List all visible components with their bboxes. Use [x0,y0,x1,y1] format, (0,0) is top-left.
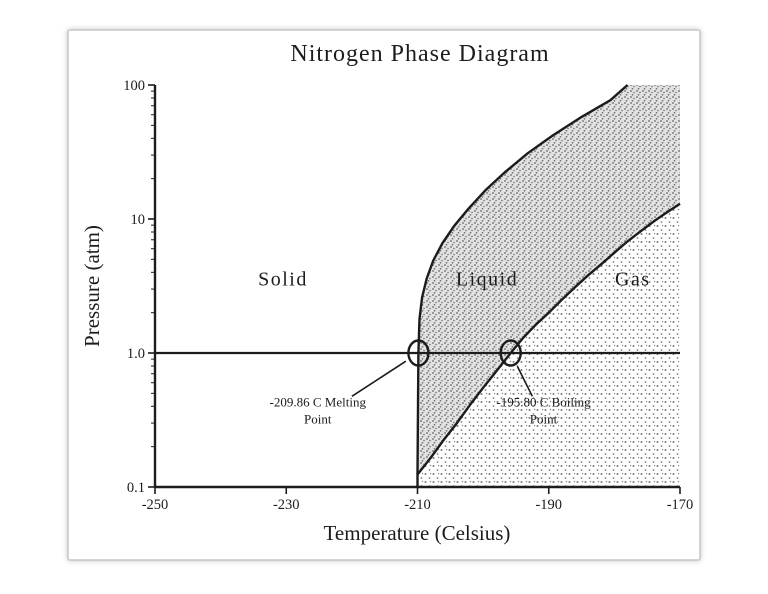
x-tick-label: -170 [667,497,694,513]
y-axis-label: Pressure (atm) [80,225,104,347]
region-labels: Solid Liquid Gas [258,268,651,290]
annotation-leader [516,366,534,397]
annotations: -209.86 C Melting Point -195.80 C Boilin… [270,394,592,426]
x-axis-label: Temperature (Celsius) [324,521,511,545]
region-label-solid: Solid [258,268,308,290]
y-tick-label: 0.1 [127,480,145,496]
x-tick-label: -250 [142,497,169,513]
x-tick-label: -190 [535,497,562,513]
x-tick-label: -210 [404,497,431,513]
y-tick-label: 1.0 [127,346,145,362]
region-label-gas: Gas [615,268,651,290]
chart-title: Nitrogen Phase Diagram [290,41,549,67]
annotation-leader [351,360,407,397]
boiling-point-marker [499,339,522,367]
melting-annotation-line2: Point [304,411,332,426]
annotation-leaders [351,360,534,397]
x-ticks: -250 -230 -210 -190 -170 [142,487,694,513]
melting-annotation-line1: -209.86 C Melting [270,394,367,409]
phase-point-markers [407,339,522,367]
y-tick-label: 10 [131,212,146,228]
region-label-liquid: Liquid [456,268,518,290]
boiling-annotation-line2: Point [530,411,558,426]
y-ticks: 100 10 1.0 0.1 [123,78,155,496]
melting-point-marker [407,339,430,367]
y-tick-label: 100 [123,78,145,94]
vaporization-curve [416,202,681,476]
boiling-annotation-line1: -195.80 C Boiling [496,394,591,409]
gas-region [417,203,680,487]
liquid-region [417,85,680,475]
x-tick-label: -230 [273,497,300,513]
melting-curve [416,84,629,475]
